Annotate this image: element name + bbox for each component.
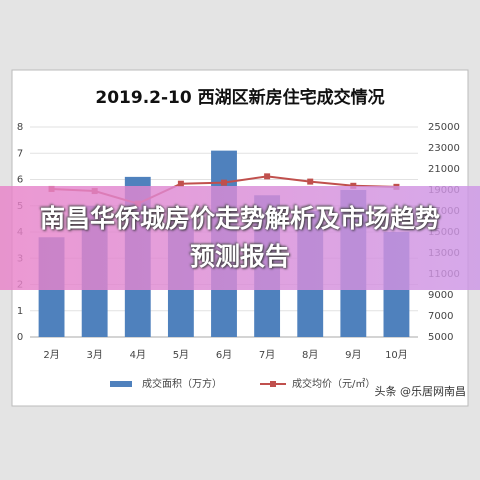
- y-tick-label: 0: [17, 332, 23, 343]
- y2-tick-label: 21000: [428, 164, 460, 175]
- y2-tick-label: 25000: [428, 122, 460, 133]
- x-tick-label: 8月: [302, 349, 318, 361]
- x-tick-label: 6月: [216, 349, 232, 361]
- banner: 南昌华侨城房价走势解析及市场趋势预测报告: [0, 186, 480, 290]
- line-marker: [221, 179, 227, 186]
- line-marker: [350, 182, 357, 189]
- y-tick-label: 1: [17, 306, 23, 317]
- legend-swatch: [110, 381, 132, 387]
- y2-tick-label: 5000: [428, 332, 453, 343]
- y-tick-label: 8: [17, 122, 23, 133]
- x-tick-label: 3月: [86, 349, 102, 361]
- legend-swatch: [270, 381, 276, 387]
- y2-tick-label: 7000: [428, 311, 453, 322]
- chart-title: 2019.2-10 西湖区新房住宅成交情况: [95, 87, 384, 108]
- x-tick-label: 10月: [385, 349, 408, 361]
- y2-tick-label: 9000: [428, 290, 453, 301]
- x-tick-label: 4月: [130, 349, 146, 361]
- x-tick-label: 2月: [43, 349, 59, 361]
- x-tick-label: 9月: [345, 349, 361, 361]
- watermark: 头条 @乐居网南昌: [375, 384, 467, 398]
- banner-title: 南昌华侨城房价走势解析及市场趋势预测报告: [40, 204, 441, 271]
- x-tick-label: 7月: [259, 349, 275, 361]
- x-tick-label: 5月: [173, 349, 189, 361]
- y-tick-label: 6: [17, 175, 23, 186]
- y-tick-label: 7: [17, 148, 23, 159]
- legend-label: 成交面积（万方）: [142, 377, 222, 390]
- line-marker: [177, 180, 184, 187]
- legend-label: 成交均价（元/㎡）: [292, 377, 375, 390]
- line-marker: [307, 178, 314, 185]
- line-marker: [264, 173, 271, 180]
- y2-tick-label: 23000: [428, 143, 460, 154]
